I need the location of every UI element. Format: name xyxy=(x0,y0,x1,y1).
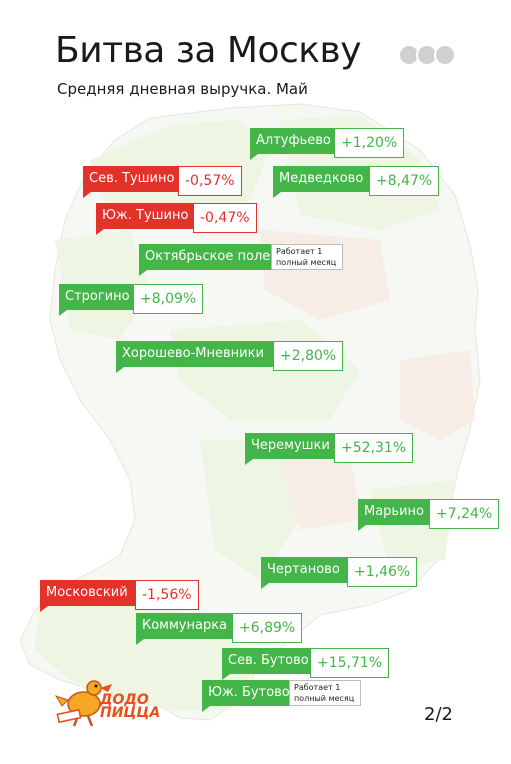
district-note: Работает 1 полный месяц xyxy=(289,680,361,706)
district-name: Марьино xyxy=(358,499,429,531)
district-name: Сев. Бутово xyxy=(222,648,310,680)
dot-icon xyxy=(434,44,456,66)
district-name: Чертаново xyxy=(261,557,347,589)
logo-text: ДОДО ПИЦЦА xyxy=(100,692,161,721)
district-note: Работает 1 полный месяц xyxy=(271,244,343,270)
district-name: Юж. Бутово xyxy=(202,680,290,712)
district-name: Сев. Тушино xyxy=(83,166,178,198)
page-indicator: 2/2 xyxy=(424,704,453,725)
district-name: Коммунарка xyxy=(136,613,232,645)
dodo-bird-icon xyxy=(54,680,112,727)
page-title: Битва за Москву xyxy=(55,30,362,71)
district-zone-south xyxy=(280,450,360,530)
district-name: Юж. Тушино xyxy=(96,203,193,235)
logo-line2: ПИЦЦА xyxy=(100,705,161,721)
district-value: +8,47% xyxy=(369,166,440,196)
district-zone-south-west xyxy=(200,440,300,580)
district-value: +1,46% xyxy=(347,557,418,587)
district-value: +52,31% xyxy=(334,433,414,463)
dodo-pizza-logo: ДОДО ПИЦЦА xyxy=(54,672,184,732)
district-value: +7,24% xyxy=(429,499,500,529)
logo-line1: ДОДО xyxy=(100,692,149,708)
district-name: Московский xyxy=(40,580,135,612)
district-name: Медведково xyxy=(273,166,369,198)
page-subtitle: Средняя дневная выручка. Май xyxy=(57,80,308,98)
district-value: +6,89% xyxy=(232,613,303,643)
district-value: -0,57% xyxy=(178,166,242,196)
district-value: +8,09% xyxy=(133,284,204,314)
district-name: Октябрьское поле xyxy=(139,244,271,276)
district-name: Строгино xyxy=(59,284,133,316)
district-name: Хорошево-Мневники xyxy=(116,341,273,373)
district-name: Алтуфьево xyxy=(250,128,334,160)
district-value: -0,47% xyxy=(193,203,257,233)
district-value: -1,56% xyxy=(135,580,199,610)
decorative-dots xyxy=(398,44,458,66)
district-value: +1,20% xyxy=(334,128,405,158)
district-value: +15,71% xyxy=(310,648,390,678)
district-value: +2,80% xyxy=(273,341,344,371)
district-name: Черемушки xyxy=(245,433,334,465)
district-zone-new-moscow xyxy=(35,580,260,710)
district-zone-east xyxy=(400,350,475,440)
